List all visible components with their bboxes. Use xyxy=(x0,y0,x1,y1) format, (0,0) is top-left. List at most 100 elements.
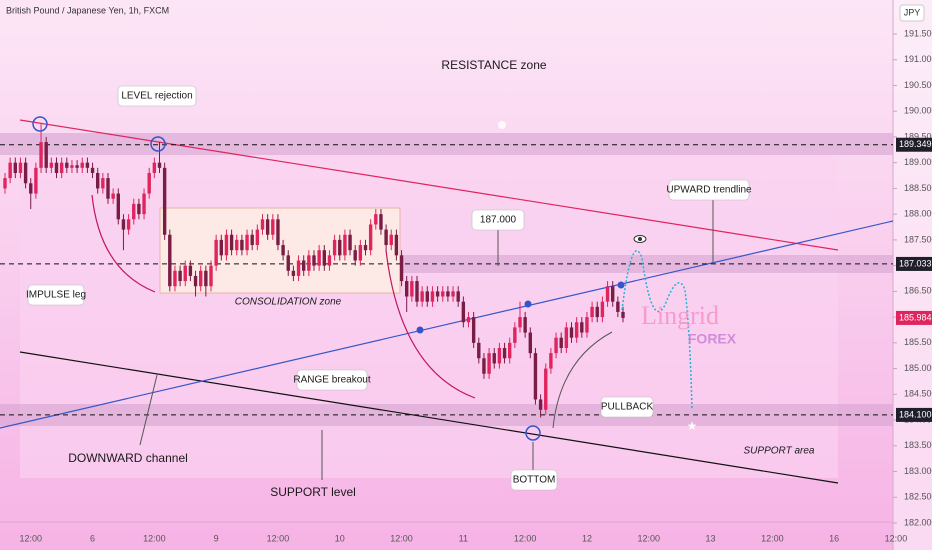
candle-body xyxy=(368,224,373,251)
x-tick-label: 10 xyxy=(335,533,345,543)
candle-body xyxy=(435,291,440,297)
candle-body xyxy=(307,255,311,271)
candle-body xyxy=(502,347,507,359)
dot xyxy=(524,300,532,308)
candle-body xyxy=(585,317,589,333)
label-box xyxy=(27,284,85,306)
y-tick-label: 185.000 xyxy=(904,363,932,373)
candle-body xyxy=(538,399,543,410)
x-tick-label: 16 xyxy=(829,533,839,543)
candle-body xyxy=(482,358,486,374)
annotation: SUPPORT level xyxy=(270,485,356,499)
x-tick-label: 12 xyxy=(582,533,592,543)
candle-body xyxy=(29,183,33,194)
candle-body xyxy=(564,327,569,348)
axes: 182.000182.500183.000183.500184.000184.5… xyxy=(19,28,932,543)
arrow-pullback xyxy=(552,331,613,429)
annotation: SUPPORT area xyxy=(744,446,815,457)
candle-body xyxy=(451,291,455,297)
candle-body xyxy=(224,234,229,256)
price-lines xyxy=(0,144,893,416)
candle-body xyxy=(332,239,337,256)
x-tick-label: 12:00 xyxy=(514,533,537,543)
candle-body xyxy=(54,162,59,173)
price-label-box xyxy=(896,407,932,422)
candle-body xyxy=(595,306,599,318)
candle-body xyxy=(152,162,157,173)
candle-body xyxy=(106,178,110,199)
y-tick-label: 182.000 xyxy=(904,517,932,527)
candle-body xyxy=(276,219,280,246)
candle-body xyxy=(271,219,275,235)
candle-body xyxy=(477,342,481,359)
watermark-sub: FOREX xyxy=(688,331,737,347)
candle-body xyxy=(188,265,193,276)
candle-body xyxy=(255,229,260,246)
annotation: RESISTANCE zone xyxy=(441,58,546,72)
candle-body xyxy=(265,219,270,235)
candle-body xyxy=(132,203,136,220)
candle-body xyxy=(523,317,527,333)
y-tick-label: 183.500 xyxy=(904,440,932,450)
y-tick-label: 185.500 xyxy=(904,337,932,347)
candle-body xyxy=(415,281,419,302)
candle-body xyxy=(85,162,90,168)
candle-body xyxy=(559,337,563,348)
candle-body xyxy=(70,165,74,168)
annotation: BOTTOM xyxy=(513,475,556,486)
candle-body xyxy=(137,203,141,215)
candle-body xyxy=(528,332,532,354)
candle-body xyxy=(430,291,435,302)
candle-body xyxy=(343,234,347,256)
candle-body xyxy=(410,281,414,297)
resistance-trendline xyxy=(19,119,839,251)
price-label: 187.033 xyxy=(899,258,932,268)
candle-body xyxy=(49,162,54,168)
marker-circle xyxy=(525,425,541,441)
y-tick-label: 189.000 xyxy=(904,157,932,167)
candle-body xyxy=(296,260,301,276)
resistance-band xyxy=(0,133,893,155)
x-tick-label: 12:00 xyxy=(143,533,166,543)
candle-body xyxy=(446,291,450,297)
x-tick-label: 12:00 xyxy=(390,533,413,543)
label-box xyxy=(600,396,654,418)
candle-body xyxy=(281,245,285,256)
candle-body xyxy=(379,214,383,230)
candle-body xyxy=(229,234,234,251)
candle-body xyxy=(126,219,131,230)
candle-body xyxy=(80,162,84,168)
candle-body xyxy=(471,317,476,343)
y-tick-label: 184.500 xyxy=(904,389,932,399)
candle-body xyxy=(394,234,399,256)
candle-body xyxy=(487,353,491,374)
candle-body xyxy=(374,214,378,225)
candle-body xyxy=(101,178,105,189)
currency-box xyxy=(899,4,925,22)
candle-body xyxy=(466,317,471,323)
candle-body xyxy=(142,193,146,215)
y-tick-label: 183.000 xyxy=(904,466,932,476)
x-tick-label: 6 xyxy=(90,533,95,543)
candle-body xyxy=(291,270,296,276)
trendline-dots xyxy=(416,281,625,334)
price-label-box xyxy=(896,256,932,271)
candle-body xyxy=(235,239,239,251)
candle-body xyxy=(250,234,254,246)
price-label: 189.349 xyxy=(899,139,932,149)
arrow-breakout xyxy=(385,249,476,399)
x-tick-label: 13 xyxy=(706,533,716,543)
price-label: 184.100 xyxy=(899,409,932,419)
candle-body xyxy=(518,317,522,328)
candle-body xyxy=(338,239,342,256)
candle-body xyxy=(178,270,182,282)
candle-body xyxy=(286,255,290,271)
price-axis-bg xyxy=(893,0,932,550)
candle-body xyxy=(302,260,306,271)
arrow-impulse xyxy=(91,194,156,293)
x-tick-label: 12:00 xyxy=(19,533,42,543)
label-boxes xyxy=(27,85,750,491)
candle-body xyxy=(327,255,332,266)
candle-body xyxy=(34,167,38,194)
candle-body xyxy=(183,265,187,282)
